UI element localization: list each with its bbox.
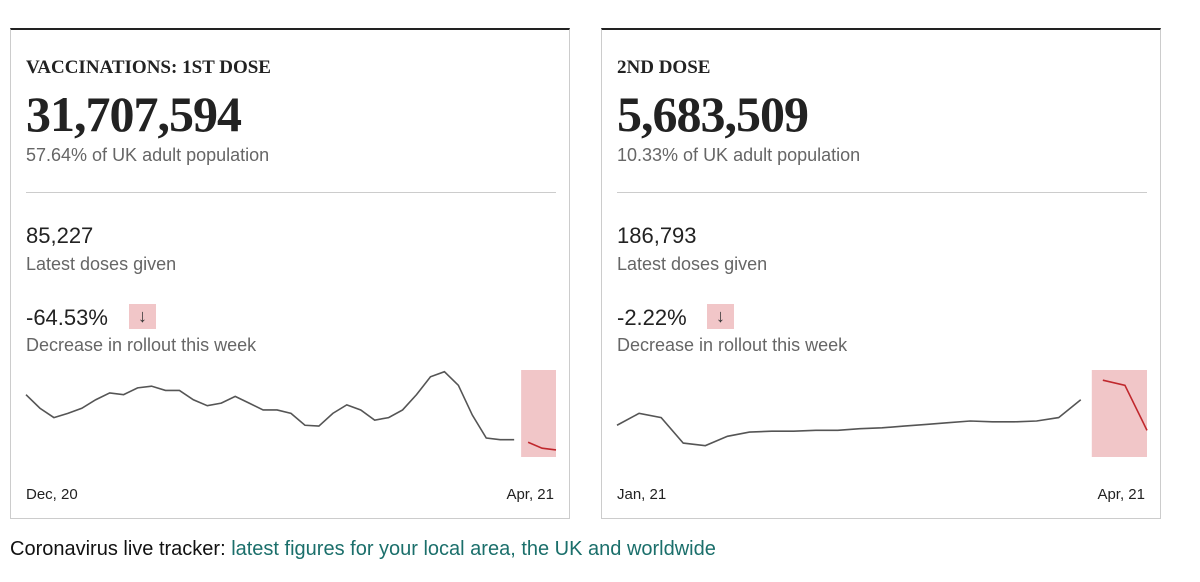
arrow: ↓ — [129, 304, 156, 329]
card-title: 2ND DOSE — [617, 57, 711, 78]
card-title: VACCINATIONS: 1ST DOSE — [26, 57, 271, 78]
x-end: Apr, 21 — [1097, 486, 1145, 503]
card: 2ND DOSE 5,683,509 10.33% of UK adult po… — [601, 28, 1161, 519]
x-start: Dec, 20 — [26, 486, 78, 503]
change-label: Decrease in rollout this week — [26, 335, 257, 355]
sparkline-highlight-line — [527, 441, 557, 451]
sparkline-highlight-line — [1102, 379, 1148, 431]
total: 31,707,594 — [26, 86, 242, 142]
sparkline — [616, 370, 1148, 457]
divider — [617, 192, 1147, 193]
change: -64.53% — [26, 305, 108, 330]
footer: Coronavirus live tracker: latest figures… — [10, 538, 716, 561]
share: 57.64% of UK adult population — [26, 145, 270, 165]
change: -2.22% — [617, 305, 687, 330]
latest: 85,227 — [26, 223, 94, 248]
footer-link[interactable]: latest figures for your local area, the … — [231, 538, 716, 560]
change-label: Decrease in rollout this week — [617, 335, 848, 355]
x-start: Jan, 21 — [617, 486, 667, 503]
latest-label: Latest doses given — [617, 254, 768, 274]
divider — [26, 192, 556, 193]
sparkline-line — [616, 399, 1082, 447]
highlight — [521, 370, 556, 457]
footer-lead: Coronavirus live tracker: — [10, 538, 232, 560]
arrow: ↓ — [707, 304, 734, 329]
x-end: Apr, 21 — [506, 486, 554, 503]
latest-label: Latest doses given — [26, 254, 177, 274]
share: 10.33% of UK adult population — [617, 145, 861, 165]
sparkline-line — [25, 370, 515, 441]
total: 5,683,509 — [617, 86, 809, 142]
sparkline — [25, 370, 557, 457]
card: VACCINATIONS: 1ST DOSE 31,707,594 57.64%… — [10, 28, 570, 519]
latest: 186,793 — [617, 223, 697, 248]
